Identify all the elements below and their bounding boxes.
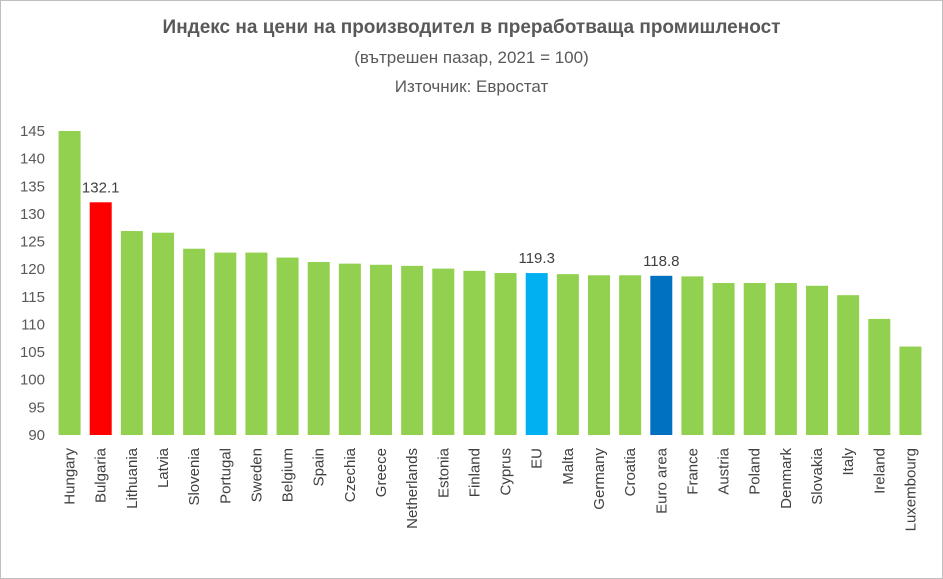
x-tick-label: Spain xyxy=(311,448,328,486)
bar xyxy=(837,295,860,435)
x-tick-label: Austria xyxy=(716,447,733,494)
x-tick-label: Euro area xyxy=(653,447,670,514)
data-label: 119.3 xyxy=(518,250,554,267)
bar xyxy=(556,274,579,435)
x-tick-label: Slovenia xyxy=(186,447,203,505)
bar xyxy=(245,252,268,435)
x-tick-label: Greece xyxy=(373,448,390,497)
y-tick-label: 100 xyxy=(20,372,45,389)
bar xyxy=(432,268,455,435)
bar xyxy=(89,202,112,435)
bar xyxy=(868,318,891,435)
chart-subtitle: (вътрешен пазар, 2021 = 100) xyxy=(354,48,589,67)
x-tick-label: Cyprus xyxy=(498,448,515,496)
y-tick-label: 105 xyxy=(20,344,45,361)
bar xyxy=(120,231,143,435)
bar xyxy=(307,262,330,435)
bar xyxy=(650,275,673,435)
bar xyxy=(338,263,361,435)
bar xyxy=(743,283,766,435)
y-tick-label: 140 xyxy=(20,151,45,168)
x-tick-label: Lithuania xyxy=(124,447,141,509)
bar xyxy=(370,264,392,435)
data-label: 132.1 xyxy=(82,179,120,196)
y-tick-label: 130 xyxy=(20,206,45,223)
x-tick-label: Estonia xyxy=(435,447,452,498)
x-tick-label: Luxembourg xyxy=(902,448,919,531)
bar xyxy=(712,283,735,435)
bar xyxy=(588,275,610,435)
x-tick-label: Italy xyxy=(840,448,857,476)
bar xyxy=(214,252,237,435)
bar xyxy=(899,346,922,435)
bar xyxy=(806,285,828,435)
chart-source: Източник: Евростат xyxy=(394,77,549,96)
data-label: 118.8 xyxy=(643,253,679,270)
x-tick-label: Latvia xyxy=(155,447,172,488)
x-tick-label: Germany xyxy=(591,448,608,510)
x-tick-label: Finland xyxy=(466,448,483,497)
bar xyxy=(58,131,81,435)
x-tick-label: Netherlands xyxy=(404,448,421,529)
bar xyxy=(152,232,174,435)
y-tick-label: 90 xyxy=(28,427,45,444)
x-tick-label: Slovakia xyxy=(809,447,826,504)
y-tick-label: 110 xyxy=(21,316,45,333)
x-tick-label: Belgium xyxy=(280,448,297,502)
x-tick-label: Hungary xyxy=(62,448,79,505)
bar xyxy=(525,273,548,435)
x-tick-label: Malta xyxy=(560,447,577,484)
y-tick-label: 120 xyxy=(20,261,45,278)
bar xyxy=(183,248,206,435)
y-tick-label: 95 xyxy=(28,399,45,416)
x-tick-label: Ireland xyxy=(871,448,888,494)
bar xyxy=(619,275,642,435)
y-tick-label: 135 xyxy=(20,178,45,195)
x-tick-label: France xyxy=(684,448,701,495)
bar xyxy=(774,283,797,435)
x-tick-label: EU xyxy=(529,448,546,469)
y-tick-label: 145 xyxy=(20,123,45,140)
bar xyxy=(276,257,299,435)
bar xyxy=(401,265,424,435)
x-tick-label: Czechia xyxy=(342,447,359,502)
bar xyxy=(494,273,517,435)
x-tick-label: Sweden xyxy=(248,448,265,502)
x-tick-label: Denmark xyxy=(778,448,795,509)
x-tick-label: Bulgaria xyxy=(93,447,110,503)
x-tick-label: Croatia xyxy=(622,447,639,496)
bar xyxy=(463,270,486,435)
x-tick-label: Portugal xyxy=(217,448,234,504)
x-tick-label: Poland xyxy=(747,448,764,495)
y-tick-label: 115 xyxy=(21,289,45,306)
bar xyxy=(681,276,704,435)
chart-title: Индекс на цени на производител в прерабо… xyxy=(162,17,781,38)
y-tick-label: 125 xyxy=(20,234,45,251)
